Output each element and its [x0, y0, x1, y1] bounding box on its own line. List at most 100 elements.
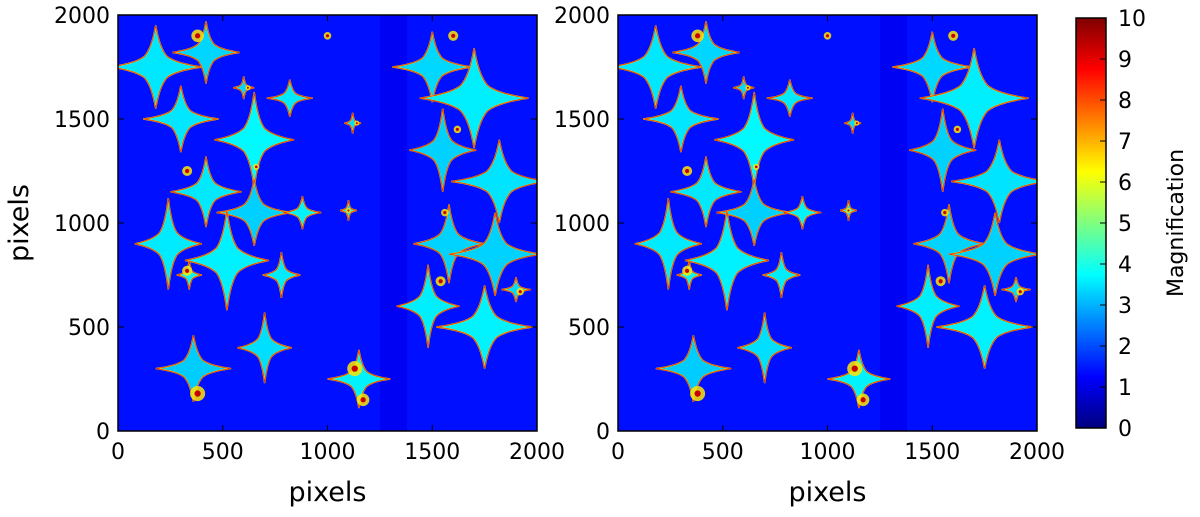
caustic-line [184, 210, 269, 311]
hotspot-core [694, 390, 701, 397]
x-tick-label: 2000 [509, 440, 565, 465]
colorbar-tick-label: 9 [1118, 48, 1132, 73]
caustic-line [737, 312, 792, 384]
x-tick-label: 1500 [404, 440, 460, 465]
hotspot-core [851, 365, 858, 372]
caustic-line [684, 210, 769, 311]
hotspot-core [860, 397, 866, 403]
caustic-line [827, 349, 891, 409]
caustic-line [436, 285, 533, 369]
y-axis-title: pixels [4, 184, 35, 262]
x-axis-title: pixels [789, 477, 867, 508]
caustic-line [419, 48, 529, 149]
hotspot-core [360, 397, 366, 403]
x-tick-label: 500 [202, 440, 244, 465]
hotspot-core [518, 290, 522, 294]
caustic-line [143, 85, 219, 153]
x-tick-label: 2000 [1009, 440, 1065, 465]
caustic-line [913, 204, 985, 284]
panel-left: 0 500 1000 1500 2000 0 500 1000 1500 2000 pixels pi… [4, 4, 565, 508]
panels-layer: 0 500 1000 1500 2000 0 500 1000 1500 2000 pixels pi… [4, 4, 1065, 508]
y-tick-label: 2000 [54, 4, 110, 29]
caustic-line [155, 335, 232, 402]
colorbar-tick-label: 8 [1118, 89, 1132, 114]
caustic-line [118, 25, 202, 109]
caustic-line [766, 79, 813, 117]
hotspot-core [185, 268, 190, 273]
hotspot-core [443, 211, 447, 215]
hotspot-core [938, 279, 943, 284]
colorbar: 0 1 2 3 4 5 6 7 8 9 10 Magnification [1075, 7, 1189, 442]
heatmap-image [118, 15, 537, 431]
caustic-line [170, 156, 242, 228]
y-tick-label: 500 [68, 316, 110, 341]
caustic-line [501, 277, 531, 303]
y-tick-label: 1500 [54, 108, 110, 133]
hotspot-core [847, 209, 850, 212]
caustic-line [919, 48, 1029, 149]
hotspot-core [955, 127, 959, 131]
hotspot-core [455, 127, 459, 131]
y-tick-label: 1500 [554, 108, 610, 133]
hotspot-core [951, 33, 956, 38]
hotspot-core [246, 86, 249, 89]
hotspot-core [194, 390, 201, 397]
y-tick-label: 1000 [54, 212, 110, 237]
hotspot-core [194, 33, 201, 39]
caustic-line [327, 349, 391, 409]
caustic-line [896, 264, 960, 348]
caustic-line [340, 200, 357, 221]
caustic-line [262, 252, 301, 298]
caustic-line [655, 335, 732, 402]
hotspot-core [825, 34, 830, 38]
caustic-line [448, 212, 537, 296]
heatmap-image [618, 15, 1037, 431]
caustic-line [172, 21, 240, 84]
x-tick-label: 1000 [300, 440, 356, 465]
hotspot-core [355, 122, 358, 125]
hotspot-core [438, 279, 443, 284]
x-tick-label: 1500 [904, 440, 960, 465]
hotspot-core [451, 33, 456, 38]
colorbar-tick-label: 0 [1118, 417, 1132, 442]
colorbar-tick-label: 4 [1118, 253, 1132, 278]
hotspot-core [685, 268, 690, 273]
x-tick-label: 0 [611, 440, 625, 465]
caustic-line [783, 195, 822, 230]
colorbar-title: Magnification [1164, 149, 1189, 297]
caustic-line [413, 204, 485, 284]
caustic-line [951, 139, 1037, 224]
colorbar-tick-label: 6 [1118, 171, 1132, 196]
colorbar-tick-label: 7 [1118, 130, 1132, 155]
caustic-line [618, 25, 702, 109]
hotspot-core [325, 34, 330, 38]
caustic-line [672, 21, 740, 84]
hotspot-core [351, 365, 358, 372]
caustic-line [892, 31, 973, 103]
hotspot-core [943, 211, 947, 215]
y-tick-label: 0 [596, 420, 610, 445]
caustic-line [634, 197, 702, 290]
caustic-line [840, 200, 857, 221]
hotspot-core [1018, 290, 1022, 294]
caustic-line [409, 108, 477, 192]
hotspot-core [754, 165, 758, 169]
caustic-line [936, 285, 1033, 369]
caustic-line [451, 139, 537, 224]
hotspot-core [185, 168, 190, 174]
caustic-line [266, 79, 313, 117]
hotspot-core [694, 33, 701, 39]
heatmap-band [879, 15, 908, 431]
y-tick-label: 0 [96, 420, 110, 445]
caustic-line [670, 156, 742, 228]
caustic-line [134, 197, 202, 290]
colorbar-tick-label: 1 [1118, 376, 1132, 401]
caustic-line [762, 252, 801, 298]
hotspot-core [746, 86, 749, 89]
caustic-line [392, 31, 473, 103]
caustic-line [643, 85, 719, 153]
caustic-line [1001, 277, 1031, 303]
y-tick-label: 2000 [554, 4, 610, 29]
hotspot-core [347, 209, 350, 212]
